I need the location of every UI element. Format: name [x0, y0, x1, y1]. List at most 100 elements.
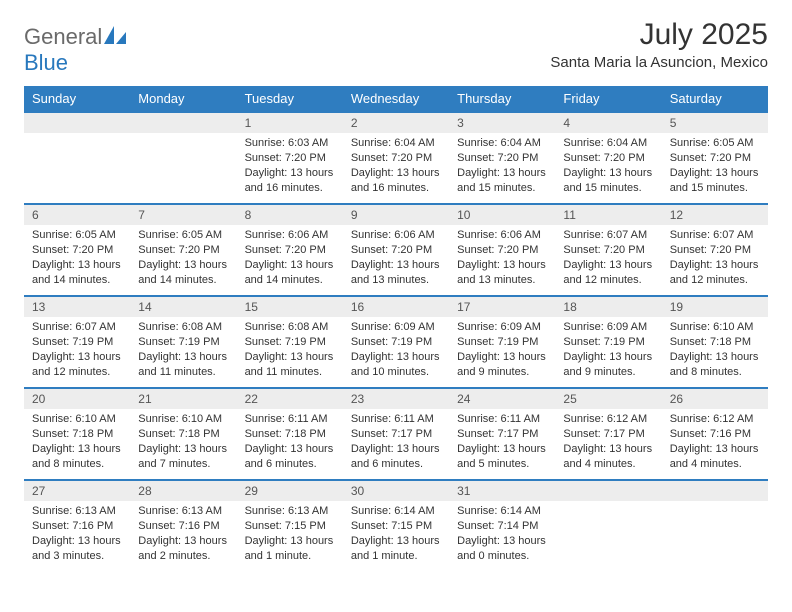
daylight-line: Daylight: 13 hours and 16 minutes. — [245, 166, 335, 196]
day-details: Sunrise: 6:11 AMSunset: 7:18 PMDaylight:… — [237, 409, 343, 477]
sunset-line: Sunset: 7:15 PM — [245, 519, 335, 534]
day-details: Sunrise: 6:06 AMSunset: 7:20 PMDaylight:… — [449, 225, 555, 293]
daylight-line: Daylight: 13 hours and 6 minutes. — [245, 442, 335, 472]
sunset-line: Sunset: 7:20 PM — [245, 151, 335, 166]
day-number: 12 — [662, 203, 768, 225]
day-details: Sunrise: 6:11 AMSunset: 7:17 PMDaylight:… — [449, 409, 555, 477]
sunrise-line: Sunrise: 6:04 AM — [351, 136, 441, 151]
day-details: Sunrise: 6:13 AMSunset: 7:16 PMDaylight:… — [130, 501, 236, 569]
sunrise-line: Sunrise: 6:06 AM — [351, 228, 441, 243]
sunrise-line: Sunrise: 6:10 AM — [138, 412, 228, 427]
calendar-cell: 1Sunrise: 6:03 AMSunset: 7:20 PMDaylight… — [237, 111, 343, 203]
daylight-line: Daylight: 13 hours and 4 minutes. — [563, 442, 653, 472]
calendar-cell: 14Sunrise: 6:08 AMSunset: 7:19 PMDayligh… — [130, 295, 236, 387]
calendar-cell: 20Sunrise: 6:10 AMSunset: 7:18 PMDayligh… — [24, 387, 130, 479]
day-details: Sunrise: 6:05 AMSunset: 7:20 PMDaylight:… — [130, 225, 236, 293]
calendar-row: 13Sunrise: 6:07 AMSunset: 7:19 PMDayligh… — [24, 295, 768, 387]
day-number: 6 — [24, 203, 130, 225]
day-details: Sunrise: 6:14 AMSunset: 7:14 PMDaylight:… — [449, 501, 555, 569]
daylight-line: Daylight: 13 hours and 13 minutes. — [457, 258, 547, 288]
day-header-row: Sunday Monday Tuesday Wednesday Thursday… — [24, 86, 768, 111]
sunset-line: Sunset: 7:20 PM — [563, 151, 653, 166]
day-number: 10 — [449, 203, 555, 225]
daylight-line: Daylight: 13 hours and 12 minutes. — [670, 258, 760, 288]
day-details: Sunrise: 6:04 AMSunset: 7:20 PMDaylight:… — [449, 133, 555, 201]
sunset-line: Sunset: 7:20 PM — [351, 243, 441, 258]
calendar-cell — [24, 111, 130, 203]
calendar-cell: 6Sunrise: 6:05 AMSunset: 7:20 PMDaylight… — [24, 203, 130, 295]
day-number: 15 — [237, 295, 343, 317]
day-details: Sunrise: 6:04 AMSunset: 7:20 PMDaylight:… — [555, 133, 661, 201]
sunrise-line: Sunrise: 6:09 AM — [563, 320, 653, 335]
logo-sail-icon — [104, 26, 126, 44]
sunset-line: Sunset: 7:17 PM — [563, 427, 653, 442]
calendar-cell: 30Sunrise: 6:14 AMSunset: 7:15 PMDayligh… — [343, 479, 449, 571]
daylight-line: Daylight: 13 hours and 5 minutes. — [457, 442, 547, 472]
calendar-cell: 13Sunrise: 6:07 AMSunset: 7:19 PMDayligh… — [24, 295, 130, 387]
sunset-line: Sunset: 7:19 PM — [457, 335, 547, 350]
sunset-line: Sunset: 7:17 PM — [457, 427, 547, 442]
sunrise-line: Sunrise: 6:13 AM — [245, 504, 335, 519]
sunset-line: Sunset: 7:18 PM — [245, 427, 335, 442]
sunset-line: Sunset: 7:20 PM — [138, 243, 228, 258]
calendar-cell: 4Sunrise: 6:04 AMSunset: 7:20 PMDaylight… — [555, 111, 661, 203]
day-number — [662, 479, 768, 501]
sunrise-line: Sunrise: 6:13 AM — [138, 504, 228, 519]
daylight-line: Daylight: 13 hours and 8 minutes. — [32, 442, 122, 472]
calendar-cell: 19Sunrise: 6:10 AMSunset: 7:18 PMDayligh… — [662, 295, 768, 387]
day-details: Sunrise: 6:03 AMSunset: 7:20 PMDaylight:… — [237, 133, 343, 201]
day-number: 9 — [343, 203, 449, 225]
page-title: July 2025 — [550, 18, 768, 52]
day-details: Sunrise: 6:13 AMSunset: 7:15 PMDaylight:… — [237, 501, 343, 569]
day-number: 22 — [237, 387, 343, 409]
day-number: 20 — [24, 387, 130, 409]
sunset-line: Sunset: 7:19 PM — [351, 335, 441, 350]
day-number: 2 — [343, 111, 449, 133]
sunset-line: Sunset: 7:20 PM — [670, 243, 760, 258]
calendar-cell — [555, 479, 661, 571]
sunrise-line: Sunrise: 6:07 AM — [563, 228, 653, 243]
day-header: Thursday — [449, 86, 555, 111]
calendar-cell: 16Sunrise: 6:09 AMSunset: 7:19 PMDayligh… — [343, 295, 449, 387]
day-number: 31 — [449, 479, 555, 501]
day-number — [130, 111, 236, 133]
sunset-line: Sunset: 7:17 PM — [351, 427, 441, 442]
logo-word-2: Blue — [24, 50, 68, 75]
sunset-line: Sunset: 7:20 PM — [670, 151, 760, 166]
day-details: Sunrise: 6:04 AMSunset: 7:20 PMDaylight:… — [343, 133, 449, 201]
sunset-line: Sunset: 7:18 PM — [32, 427, 122, 442]
daylight-line: Daylight: 13 hours and 7 minutes. — [138, 442, 228, 472]
day-details: Sunrise: 6:07 AMSunset: 7:20 PMDaylight:… — [662, 225, 768, 293]
day-details: Sunrise: 6:06 AMSunset: 7:20 PMDaylight:… — [237, 225, 343, 293]
day-details: Sunrise: 6:13 AMSunset: 7:16 PMDaylight:… — [24, 501, 130, 569]
day-number: 8 — [237, 203, 343, 225]
daylight-line: Daylight: 13 hours and 3 minutes. — [32, 534, 122, 564]
daylight-line: Daylight: 13 hours and 9 minutes. — [563, 350, 653, 380]
sunset-line: Sunset: 7:20 PM — [457, 243, 547, 258]
calendar-cell: 2Sunrise: 6:04 AMSunset: 7:20 PMDaylight… — [343, 111, 449, 203]
sunrise-line: Sunrise: 6:09 AM — [351, 320, 441, 335]
day-details: Sunrise: 6:07 AMSunset: 7:20 PMDaylight:… — [555, 225, 661, 293]
day-details: Sunrise: 6:10 AMSunset: 7:18 PMDaylight:… — [24, 409, 130, 477]
day-details: Sunrise: 6:06 AMSunset: 7:20 PMDaylight:… — [343, 225, 449, 293]
logo-word-1: General — [24, 24, 102, 49]
daylight-line: Daylight: 13 hours and 15 minutes. — [670, 166, 760, 196]
day-number: 17 — [449, 295, 555, 317]
sunrise-line: Sunrise: 6:10 AM — [670, 320, 760, 335]
calendar-cell: 10Sunrise: 6:06 AMSunset: 7:20 PMDayligh… — [449, 203, 555, 295]
day-header: Saturday — [662, 86, 768, 111]
sunrise-line: Sunrise: 6:10 AM — [32, 412, 122, 427]
daylight-line: Daylight: 13 hours and 12 minutes. — [563, 258, 653, 288]
sunset-line: Sunset: 7:16 PM — [138, 519, 228, 534]
day-number: 28 — [130, 479, 236, 501]
sunset-line: Sunset: 7:20 PM — [457, 151, 547, 166]
sunset-line: Sunset: 7:16 PM — [670, 427, 760, 442]
header: General Blue July 2025 Santa Maria la As… — [24, 18, 768, 76]
calendar-cell: 23Sunrise: 6:11 AMSunset: 7:17 PMDayligh… — [343, 387, 449, 479]
sunrise-line: Sunrise: 6:05 AM — [32, 228, 122, 243]
day-number: 24 — [449, 387, 555, 409]
day-number: 30 — [343, 479, 449, 501]
calendar-cell: 29Sunrise: 6:13 AMSunset: 7:15 PMDayligh… — [237, 479, 343, 571]
sunrise-line: Sunrise: 6:14 AM — [457, 504, 547, 519]
sunrise-line: Sunrise: 6:05 AM — [670, 136, 760, 151]
